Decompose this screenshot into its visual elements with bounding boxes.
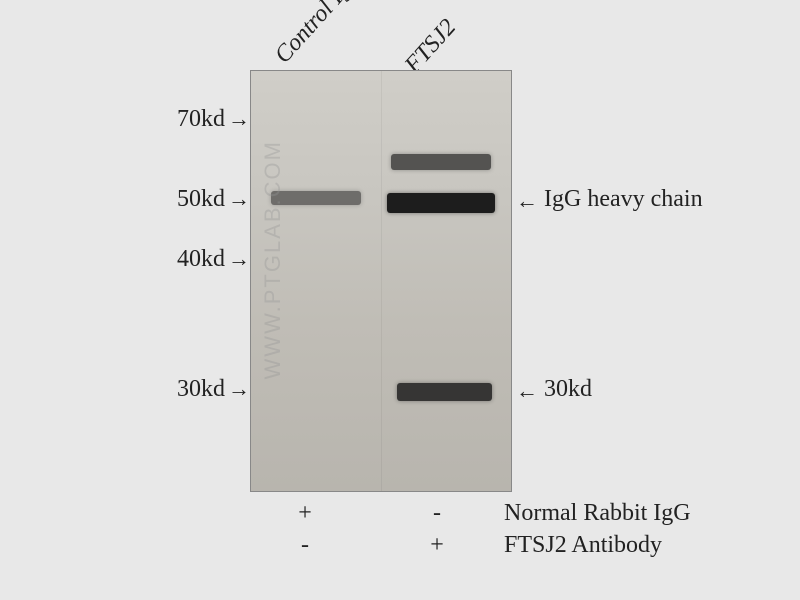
band-1: [391, 154, 491, 170]
marker-label-40kd: 40kd: [150, 246, 225, 273]
band-3: [397, 383, 492, 401]
legend-r1-c2: -: [422, 500, 452, 527]
marker-arrow-30kd: →: [228, 376, 250, 402]
label-30kd-right: 30kd: [544, 376, 592, 403]
marker-label-70kd: 70kd: [150, 106, 225, 133]
label-igg-heavy-chain: IgG heavy chain: [544, 186, 703, 213]
legend-r1-text: Normal Rabbit IgG: [504, 500, 691, 526]
marker-arrow-50kd: →: [228, 186, 250, 212]
arrow-30kd-right: ←: [516, 378, 538, 404]
legend-r2-c2: +: [422, 532, 452, 559]
legend-row-2: - + FTSJ2 Antibody: [290, 532, 662, 559]
figure-container: Control IgG FTSJ2 WWW.PTGLAB.COM ← IgG h…: [0, 0, 800, 600]
band-2: [387, 193, 495, 213]
blot-image: [250, 70, 512, 492]
legend-r1-c1: +: [290, 500, 320, 527]
marker-label-30kd: 30kd: [150, 376, 225, 403]
watermark-text: WWW.PTGLAB.COM: [260, 140, 286, 379]
marker-arrow-40kd: →: [228, 246, 250, 272]
legend-r2-text: FTSJ2 Antibody: [504, 532, 662, 558]
legend-r2-c1: -: [290, 532, 320, 559]
marker-label-50kd: 50kd: [150, 186, 225, 213]
arrow-igg: ←: [516, 188, 538, 214]
marker-arrow-70kd: →: [228, 106, 250, 132]
lane-divider: [381, 71, 382, 491]
lane-label-control: Control IgG: [270, 0, 368, 69]
legend-row-1: + - Normal Rabbit IgG: [290, 500, 691, 527]
